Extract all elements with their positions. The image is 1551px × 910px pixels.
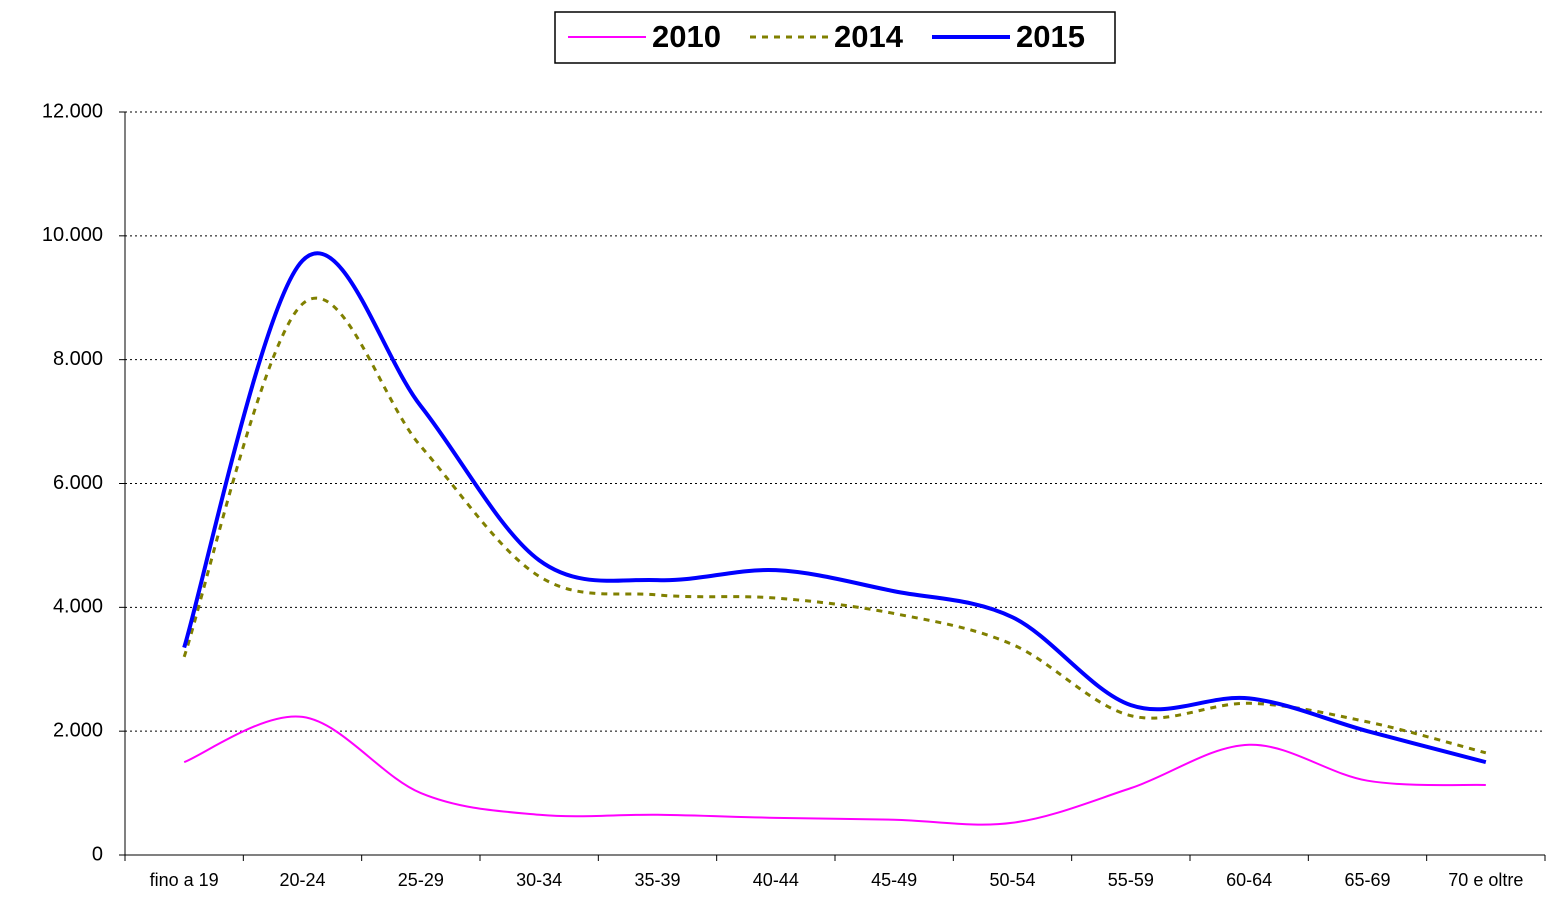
y-tick-label: 12.000 (42, 100, 103, 122)
x-tick-label: 55-59 (1108, 870, 1154, 890)
y-tick-label: 6.000 (53, 472, 103, 494)
x-tick-label: 60-64 (1226, 870, 1272, 890)
y-tick-label: 2.000 (53, 719, 103, 741)
legend-label: 2015 (1016, 19, 1085, 54)
y-tick-label: 8.000 (53, 348, 103, 370)
x-tick-label: 35-39 (634, 870, 680, 890)
y-tick-label: 10.000 (42, 224, 103, 246)
x-tick-label: fino a 19 (150, 870, 219, 890)
x-tick-label: 50-54 (989, 870, 1035, 890)
legend-label: 2014 (834, 19, 904, 54)
x-tick-label: 30-34 (516, 870, 562, 890)
series-line (182, 296, 1487, 755)
series-line (182, 251, 1487, 765)
x-tick-label: 65-69 (1344, 870, 1390, 890)
x-tick-label: 25-29 (398, 870, 444, 890)
series-line (183, 715, 1486, 826)
y-tick-label: 4.000 (53, 596, 103, 618)
y-tick-label: 0 (92, 843, 103, 865)
legend-label: 2010 (652, 19, 721, 54)
x-tick-label: 70 e oltre (1448, 870, 1523, 890)
legend-box (554, 11, 1116, 64)
x-tick-label: 40-44 (753, 870, 799, 890)
x-tick-label: 20-24 (279, 870, 325, 890)
x-tick-label: 45-49 (871, 870, 917, 890)
